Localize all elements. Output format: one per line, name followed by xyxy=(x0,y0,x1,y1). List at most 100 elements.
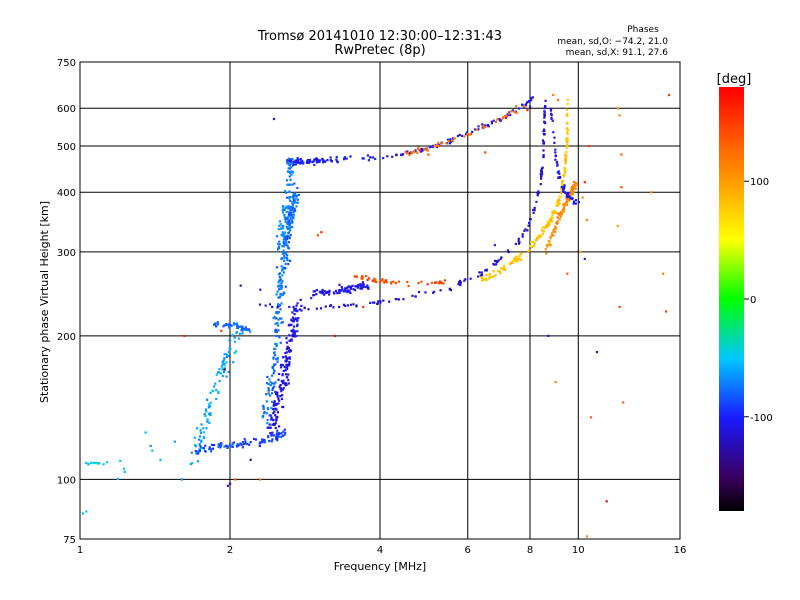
data-point xyxy=(373,301,376,304)
data-point xyxy=(285,376,288,379)
data-point xyxy=(240,443,243,446)
data-point xyxy=(259,288,262,291)
data-point xyxy=(248,443,251,446)
data-point xyxy=(566,127,569,130)
data-point xyxy=(221,374,224,378)
data-point xyxy=(551,216,554,219)
data-point xyxy=(214,323,217,326)
data-point xyxy=(356,286,359,289)
data-point xyxy=(291,203,294,206)
data-point xyxy=(292,330,295,333)
data-point xyxy=(225,355,228,358)
data-point xyxy=(282,356,285,359)
data-point xyxy=(284,241,287,244)
data-point xyxy=(268,426,271,429)
data-point xyxy=(249,441,252,444)
data-point xyxy=(210,448,213,451)
data-point xyxy=(352,303,355,306)
data-point xyxy=(287,347,291,350)
data-point xyxy=(482,124,485,127)
data-point xyxy=(402,298,405,301)
data-point xyxy=(292,201,295,204)
data-point xyxy=(281,394,284,397)
data-point xyxy=(288,360,291,364)
data-point xyxy=(541,172,544,175)
data-point xyxy=(416,151,419,154)
data-point xyxy=(446,138,449,141)
data-point xyxy=(279,363,282,366)
data-point xyxy=(567,192,570,195)
data-point xyxy=(292,328,295,331)
data-point xyxy=(301,159,304,162)
data-point xyxy=(367,159,370,162)
data-point xyxy=(373,277,376,280)
data-point xyxy=(292,199,296,202)
data-point xyxy=(279,366,283,369)
data-point xyxy=(338,291,341,295)
data-point xyxy=(662,272,665,275)
data-point xyxy=(283,216,286,219)
data-point xyxy=(296,324,299,328)
data-point xyxy=(315,289,318,292)
data-point xyxy=(291,316,295,319)
data-point xyxy=(277,245,280,249)
data-point xyxy=(217,371,220,374)
data-point xyxy=(515,105,518,108)
data-point xyxy=(123,470,126,473)
data-point xyxy=(430,281,434,284)
data-point xyxy=(243,438,246,441)
x-tick-label: 1 xyxy=(77,545,83,556)
data-point xyxy=(290,173,293,176)
data-point xyxy=(408,154,411,157)
data-point xyxy=(289,170,292,173)
data-point xyxy=(219,444,223,447)
data-point xyxy=(312,294,315,297)
data-point xyxy=(270,407,273,410)
data-point xyxy=(235,445,238,448)
data-point xyxy=(542,155,545,158)
data-point xyxy=(343,156,346,159)
data-point xyxy=(335,158,338,161)
data-point xyxy=(566,99,569,102)
data-point xyxy=(554,148,557,151)
data-point xyxy=(554,158,557,161)
data-point xyxy=(554,227,557,230)
data-point xyxy=(285,205,288,208)
data-point xyxy=(492,275,496,278)
data-point xyxy=(196,460,199,463)
data-point xyxy=(544,99,547,102)
data-point xyxy=(537,236,540,239)
y-tick-label: 600 xyxy=(57,104,76,115)
data-point xyxy=(551,119,554,122)
data-point xyxy=(280,265,283,268)
data-point xyxy=(282,379,285,382)
data-point xyxy=(280,432,283,435)
data-point xyxy=(213,385,216,388)
data-point xyxy=(556,222,559,225)
data-point xyxy=(209,401,212,404)
data-point xyxy=(374,279,377,282)
data-point xyxy=(180,478,183,481)
data-point xyxy=(650,191,653,194)
data-point xyxy=(241,327,244,330)
data-point xyxy=(565,146,568,149)
data-point xyxy=(296,318,299,321)
data-point xyxy=(219,446,222,449)
data-point xyxy=(494,273,497,276)
data-point xyxy=(381,278,384,281)
data-point xyxy=(276,433,279,436)
data-point xyxy=(220,365,223,368)
data-point xyxy=(208,404,211,408)
data-point xyxy=(278,224,281,227)
data-point xyxy=(274,330,277,333)
data-point xyxy=(562,190,565,193)
data-point xyxy=(566,194,569,197)
data-point xyxy=(310,297,313,300)
data-point xyxy=(390,282,393,285)
data-point xyxy=(365,274,368,278)
data-point xyxy=(149,444,152,447)
data-point xyxy=(228,350,231,353)
data-point xyxy=(397,298,400,301)
data-point xyxy=(468,133,471,136)
data-point xyxy=(280,227,283,230)
